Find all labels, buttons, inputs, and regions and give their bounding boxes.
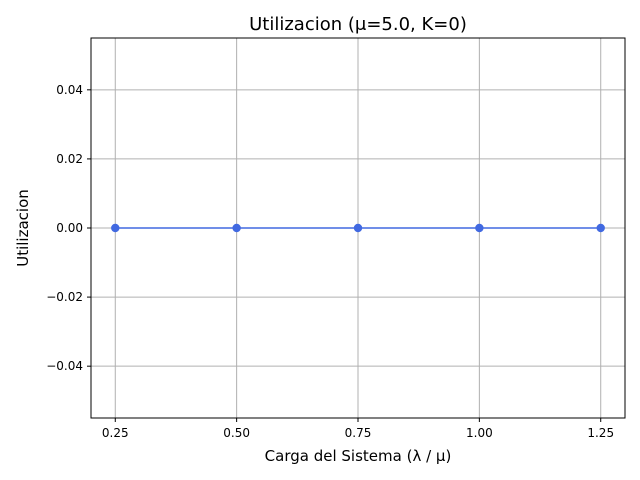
- data-point: [353, 223, 363, 233]
- x-axis-label: Carga del Sistema (λ / μ): [265, 447, 452, 465]
- x-tick-label: 1.00: [466, 426, 493, 440]
- chart-title: Utilizacion (μ=5.0, K=0): [249, 14, 467, 35]
- x-tick-label: 0.50: [223, 426, 250, 440]
- y-axis-label: Utilizacion: [14, 189, 32, 267]
- y-axis-ticks: −0.04 −0.02 0.00 0.02 0.04: [46, 83, 91, 373]
- y-tick-label: 0.02: [56, 152, 83, 166]
- y-tick-label: −0.02: [46, 290, 83, 304]
- y-tick-label: 0.00: [56, 221, 83, 235]
- data-point: [475, 223, 484, 233]
- x-tick-label: 1.25: [587, 426, 614, 440]
- y-tick-label: −0.04: [46, 359, 83, 373]
- data-point: [232, 223, 241, 233]
- data-point: [111, 223, 120, 233]
- x-tick-label: 0.75: [345, 426, 372, 440]
- x-axis-ticks: 0.25 0.50 0.75 1.00 1.25: [102, 418, 614, 440]
- x-tick-label: 0.25: [102, 426, 129, 440]
- data-point: [596, 223, 605, 233]
- y-tick-label: 0.04: [56, 83, 83, 97]
- series-layer: [111, 223, 605, 233]
